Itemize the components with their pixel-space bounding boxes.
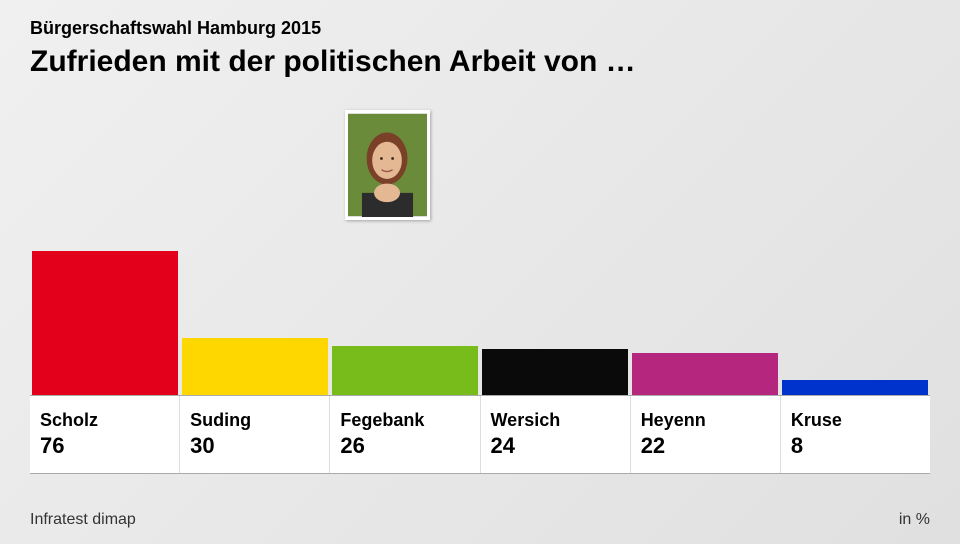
label-item: Scholz76 xyxy=(30,396,180,473)
footer-source: Infratest dimap xyxy=(30,511,136,529)
label-name: Wersich xyxy=(491,410,628,431)
chart-subtitle: Bürgerschaftswahl Hamburg 2015 xyxy=(30,18,930,39)
label-item: Wersich24 xyxy=(481,396,631,473)
bar-wrapper xyxy=(782,380,928,395)
label-value: 8 xyxy=(791,433,928,459)
bar-scholz xyxy=(32,251,178,395)
bar-wrapper xyxy=(182,338,328,395)
footer-unit: in % xyxy=(899,511,930,529)
label-value: 24 xyxy=(491,433,628,459)
label-value: 22 xyxy=(641,433,778,459)
label-name: Kruse xyxy=(791,410,928,431)
label-value: 76 xyxy=(40,433,177,459)
label-name: Scholz xyxy=(40,410,177,431)
chart-header: Bürgerschaftswahl Hamburg 2015 Zufrieden… xyxy=(0,0,960,89)
label-item: Suding30 xyxy=(180,396,330,473)
label-item: Kruse8 xyxy=(781,396,930,473)
labels-container: Scholz76Suding30Fegebank26Wersich24Heyen… xyxy=(30,395,930,474)
label-item: Heyenn22 xyxy=(631,396,781,473)
chart-title: Zufrieden mit der politischen Arbeit von… xyxy=(30,45,930,79)
bar-heyenn xyxy=(632,353,778,395)
label-item: Fegebank26 xyxy=(330,396,480,473)
label-name: Suding xyxy=(190,410,327,431)
bar-kruse xyxy=(782,380,928,395)
bar-wrapper xyxy=(332,346,478,395)
portrait-eye-right xyxy=(391,157,394,160)
bar-wrapper xyxy=(32,251,178,395)
label-value: 26 xyxy=(340,433,477,459)
bar-wrapper xyxy=(632,353,778,395)
label-name: Heyenn xyxy=(641,410,778,431)
portrait-eye-left xyxy=(380,157,383,160)
label-value: 30 xyxy=(190,433,327,459)
chart-area: Scholz76Suding30Fegebank26Wersich24Heyen… xyxy=(30,174,930,474)
bars-container xyxy=(30,175,930,395)
label-name: Fegebank xyxy=(340,410,477,431)
bar-wersich xyxy=(482,349,628,395)
bar-suding xyxy=(182,338,328,395)
chart-footer: Infratest dimap in % xyxy=(30,511,930,529)
bar-wrapper xyxy=(482,349,628,395)
bar-fegebank xyxy=(332,346,478,395)
